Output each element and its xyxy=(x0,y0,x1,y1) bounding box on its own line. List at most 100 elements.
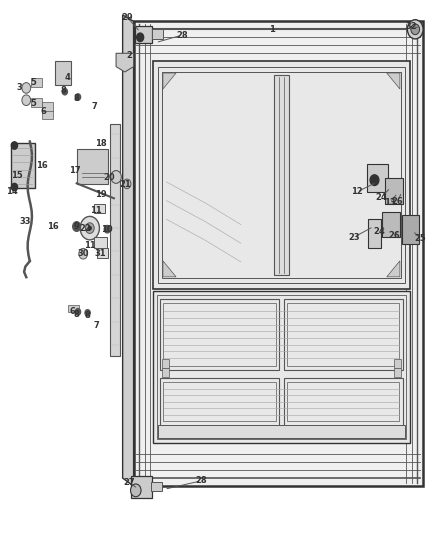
Text: 18: 18 xyxy=(95,140,106,148)
Text: 6: 6 xyxy=(41,108,47,116)
Circle shape xyxy=(137,33,144,42)
Circle shape xyxy=(85,223,94,233)
Bar xyxy=(31,98,42,107)
Bar xyxy=(283,299,403,370)
Circle shape xyxy=(11,142,18,149)
Bar xyxy=(68,305,79,312)
Text: 7: 7 xyxy=(91,102,97,111)
Bar xyxy=(394,359,401,368)
Bar xyxy=(402,215,419,244)
Text: 33: 33 xyxy=(20,217,31,225)
Circle shape xyxy=(104,225,110,233)
Text: 23: 23 xyxy=(348,233,360,241)
Bar xyxy=(283,378,403,426)
Text: 1: 1 xyxy=(268,25,275,34)
Text: 30: 30 xyxy=(78,249,89,258)
Text: 22: 22 xyxy=(80,224,91,232)
Text: 7: 7 xyxy=(93,321,99,329)
Text: 24: 24 xyxy=(375,193,387,201)
Text: 5: 5 xyxy=(30,100,36,108)
Bar xyxy=(158,67,405,283)
Text: 5: 5 xyxy=(30,78,36,87)
Bar xyxy=(382,212,400,237)
Circle shape xyxy=(11,183,18,191)
Text: 9: 9 xyxy=(74,222,80,231)
Bar xyxy=(157,295,406,439)
Text: 24: 24 xyxy=(373,228,385,236)
Bar xyxy=(152,29,163,39)
Circle shape xyxy=(88,226,92,230)
Circle shape xyxy=(411,24,420,35)
Text: 21: 21 xyxy=(119,180,131,189)
Bar xyxy=(42,102,53,111)
Bar xyxy=(394,368,401,377)
Text: 2: 2 xyxy=(126,52,132,60)
Bar xyxy=(135,26,152,43)
Bar xyxy=(153,291,410,443)
Bar xyxy=(160,299,279,370)
Text: 20: 20 xyxy=(104,173,115,182)
Bar xyxy=(160,434,403,435)
Text: 19: 19 xyxy=(95,190,106,198)
Bar xyxy=(97,248,108,258)
Bar xyxy=(287,303,399,366)
Text: 11: 11 xyxy=(91,206,102,215)
Circle shape xyxy=(22,83,31,93)
Bar xyxy=(273,75,289,275)
Bar xyxy=(77,149,108,184)
Text: 26: 26 xyxy=(389,231,400,240)
Bar xyxy=(160,378,279,426)
Text: 6: 6 xyxy=(69,308,75,316)
Text: 28: 28 xyxy=(176,31,187,39)
Text: 25: 25 xyxy=(415,234,426,243)
Bar xyxy=(110,124,120,356)
Bar xyxy=(94,204,105,213)
Circle shape xyxy=(75,94,81,100)
Circle shape xyxy=(85,310,90,316)
Polygon shape xyxy=(163,73,176,89)
Bar xyxy=(385,178,403,204)
Bar xyxy=(153,61,410,288)
Text: 12: 12 xyxy=(351,188,363,196)
Polygon shape xyxy=(387,261,400,277)
Bar xyxy=(368,219,381,248)
Bar xyxy=(287,382,399,422)
Circle shape xyxy=(111,171,121,183)
Text: 16: 16 xyxy=(36,161,47,169)
Bar xyxy=(42,110,53,119)
Circle shape xyxy=(73,222,81,231)
Text: 13: 13 xyxy=(384,198,396,207)
Bar xyxy=(158,425,405,438)
Circle shape xyxy=(22,95,31,106)
Text: 15: 15 xyxy=(11,172,22,180)
Bar xyxy=(163,303,276,366)
Bar xyxy=(94,237,107,248)
Bar xyxy=(162,359,169,368)
Text: 8: 8 xyxy=(74,94,80,103)
Bar xyxy=(162,72,401,278)
Circle shape xyxy=(131,484,141,497)
Bar xyxy=(131,476,152,498)
Bar xyxy=(367,164,388,192)
Text: 29: 29 xyxy=(121,13,133,21)
Polygon shape xyxy=(387,73,400,89)
Text: 8: 8 xyxy=(74,310,80,319)
Text: 8: 8 xyxy=(60,86,67,95)
Circle shape xyxy=(62,88,67,95)
Bar xyxy=(31,78,42,87)
Polygon shape xyxy=(163,261,176,277)
Circle shape xyxy=(407,20,423,39)
Polygon shape xyxy=(116,53,134,72)
Circle shape xyxy=(75,309,81,315)
Text: 28: 28 xyxy=(196,477,207,485)
Bar xyxy=(163,382,276,422)
Text: 8: 8 xyxy=(85,311,91,320)
Text: 32: 32 xyxy=(406,22,417,31)
Text: 26: 26 xyxy=(392,197,403,206)
Text: 3: 3 xyxy=(17,84,23,92)
Bar xyxy=(11,143,35,188)
Polygon shape xyxy=(123,15,134,486)
Circle shape xyxy=(123,179,131,189)
Text: 17: 17 xyxy=(69,166,80,175)
Bar xyxy=(55,61,71,85)
